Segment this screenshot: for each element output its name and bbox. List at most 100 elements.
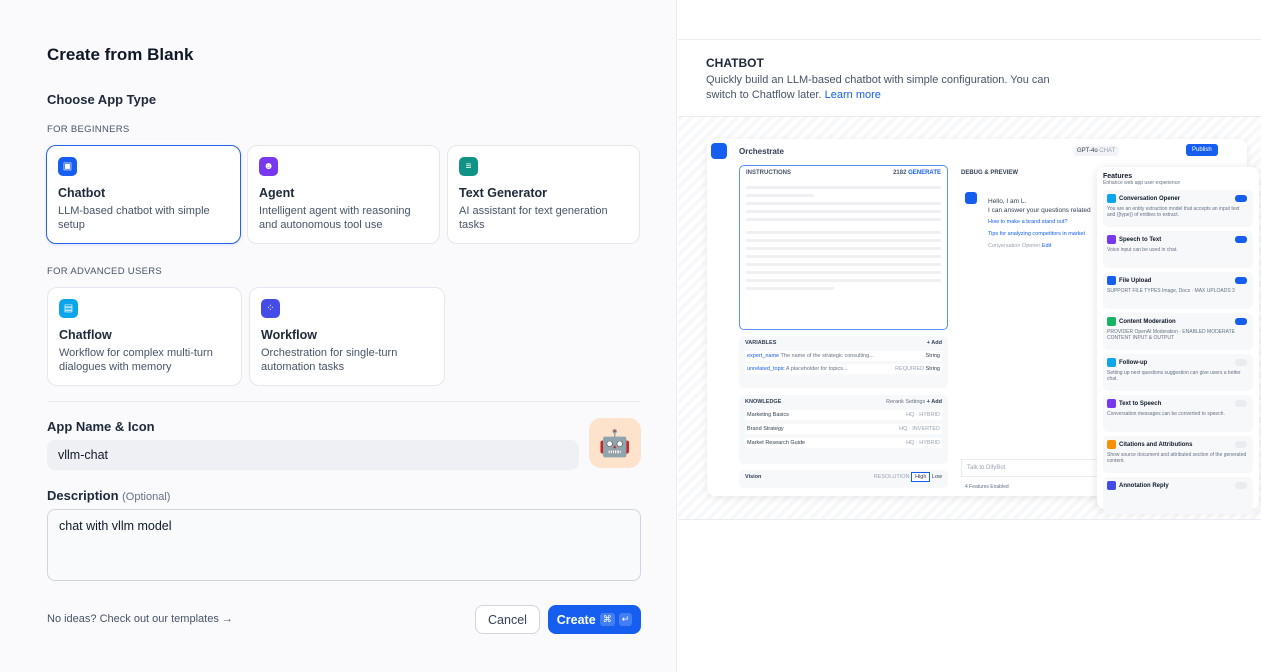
preview-panel: CHATBOT Quickly build an LLM-based chatb… [678,0,1261,672]
preview-image-area: Orchestrate GPT-4o CHAT Publish INSTRUCT… [678,116,1261,520]
high-option: High [911,472,931,482]
advanced-label: FOR ADVANCED USERS [47,266,163,277]
card-desc: Intelligent agent with reasoning and aut… [259,205,411,231]
app-type-text-generator[interactable]: ≡ Text Generator AI assistant for text g… [447,145,640,244]
kb-name: Market Research Guide [747,440,806,446]
suggested-question: Tips for analyzing competitors in market [988,231,1085,237]
rerank-label: Rerank Settings [886,399,926,405]
app-icon-picker[interactable]: 🤖 [589,418,641,468]
features-panel: Features Enhance web app user experience… [1097,167,1259,514]
variables-section: VARIABLES + Add expert_name The name of t… [739,336,948,388]
preview-title: CHATBOT [706,56,764,70]
hello-text: Hello, I am L. [988,198,1027,205]
feature-toggle [1235,195,1247,202]
app-name-input[interactable]: vllm-chat [47,440,579,470]
create-panel: Create from Blank Choose App Type FOR BE… [46,0,677,672]
app-type-workflow[interactable]: ⁘ Workflow Orchestration for single-turn… [249,287,445,386]
cancel-button[interactable]: Cancel [475,605,540,634]
model-name: GPT-4o [1077,148,1098,154]
model-mode: CHAT [1099,148,1116,154]
feature-desc: PROVIDER OpenAI Moderation · ENABLED MOD… [1107,329,1236,341]
debug-label: DEBUG & PREVIEW [961,170,1019,176]
kb-name: Brand Strategy [747,426,784,432]
feature-toggle [1235,277,1247,284]
vision-label: Vision [745,474,762,480]
optional-label: (Optional) [122,491,171,503]
card-title: Agent [259,186,295,200]
knowledge-label: KNOWLEDGE [745,399,782,405]
divider [47,401,641,402]
arrow-right-icon: → [221,613,233,625]
feature-toggle [1235,236,1247,243]
var-name: expert_name [747,353,780,359]
add-label: + Add [926,399,942,405]
feature-name: Conversation Opener [1119,195,1181,202]
chatflow-icon: ▤ [59,299,78,318]
feature-desc: Voice input can be used in chat. [1107,247,1178,253]
bot-icon [711,143,727,159]
templates-link[interactable]: No ideas? Check out our templates → [47,613,233,625]
create-label: Create [556,612,596,627]
feature-icon [1107,440,1116,449]
card-desc: LLM-based chatbot with simple setup [58,205,210,231]
kb-name: Marketing Basics [747,412,789,418]
description-label: Description [47,488,119,503]
feature-icon [1107,358,1116,367]
feature-icon [1107,399,1116,408]
feature-name: Text to Speech [1119,400,1162,407]
suggested-question: How to make a brand stand out? [988,219,1068,225]
page-title: Create from Blank [47,45,194,64]
feature-desc: Setting up next questions suggestion can… [1107,370,1241,382]
description-textarea[interactable]: chat with vllm model [47,509,641,581]
app-type-chatbot[interactable]: ▣ Chatbot LLM-based chatbot with simple … [46,145,241,244]
feature-icon [1107,317,1116,326]
feature-desc: Conversation messages can be converted t… [1107,411,1225,417]
feature-desc: SUPPORT FILE TYPES Image, Docs · MAX UPL… [1107,288,1235,294]
app-type-chatflow[interactable]: ▤ Chatflow Workflow for complex multi-tu… [47,287,242,386]
resolution-label: RESOLUTION [873,474,910,480]
feature-item: Annotation Reply [1103,477,1253,514]
features-title: Features [1103,173,1133,180]
agent-icon: ☻ [259,157,278,176]
feature-desc: You are an entity extraction model that … [1107,206,1240,218]
var-required: REQUIRED [895,366,925,372]
var-name: unrelated_topic [747,366,785,372]
feature-item: Follow-up Setting up next questions sugge… [1103,354,1253,391]
instructions-label: INSTRUCTIONS [746,170,791,176]
feature-name: Annotation Reply [1119,482,1169,489]
feature-desc: Show source document and attributed sect… [1107,452,1247,464]
card-title: Workflow [261,328,318,342]
opener-label: Conversation Opener [988,243,1041,249]
low-option: Low [931,474,942,480]
edit-link: Edit [1041,243,1052,249]
feature-item: Conversation Opener You are an entity ext… [1103,190,1253,227]
var-desc: A placeholder for topics... [785,366,848,372]
preview-topbar [678,0,1261,40]
variables-label: VARIABLES [745,340,777,346]
instructions-box: INSTRUCTIONS 2182 GENERATE [739,165,948,330]
feature-icon [1107,235,1116,244]
card-desc: Orchestration for single-turn automation… [261,347,398,373]
vision-section: Vision RESOLUTION High Low [739,470,948,488]
text-generator-icon: ≡ [459,157,478,176]
kb-tag: HQ · HYBRID [906,412,940,418]
cmd-key-icon: ⌘ [599,613,615,626]
feature-item: Text to Speech Conversation messages can … [1103,395,1253,432]
feature-toggle [1235,400,1247,407]
learn-more-link[interactable]: Learn more [824,89,881,101]
feature-toggle [1235,441,1247,448]
card-title: Chatflow [59,328,112,342]
create-button[interactable]: Create ⌘ ↵ [548,605,641,634]
card-title: Chatbot [58,186,106,200]
var-type: String [925,366,940,372]
enter-key-icon: ↵ [618,613,633,626]
card-desc: Workflow for complex multi-turn dialogue… [59,347,213,373]
chatbot-icon: ▣ [58,157,77,176]
kb-tag: HQ · HYBRID [906,440,940,446]
chat-input: Talk to DifyBot [961,459,1101,477]
add-label: + Add [926,340,942,346]
feature-name: File Upload [1119,277,1152,284]
app-type-agent[interactable]: ☻ Agent Intelligent agent with reasoning… [247,145,440,244]
feature-name: Content Moderation [1119,318,1176,325]
feature-icon [1107,194,1116,203]
